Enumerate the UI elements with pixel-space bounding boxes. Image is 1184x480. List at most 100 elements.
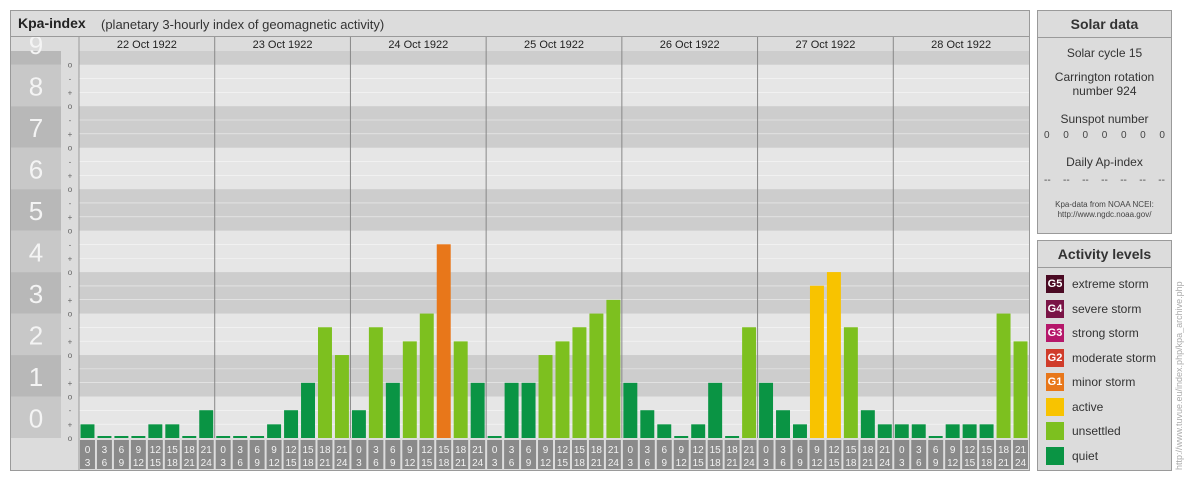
hour-start-label: 12 [285,445,297,456]
legend-item: unsettled [1046,422,1121,440]
legend-label: minor storm [1072,375,1136,389]
hour-end-label: 6 [916,458,922,469]
y-tick-label: 5 [29,196,43,226]
hour-end-label: 18 [438,458,450,469]
level-label-band [11,106,61,148]
hour-box [300,440,316,469]
hour-start-label: 18 [184,445,196,456]
hour-end-label: 3 [220,458,226,469]
hour-end-label: 9 [526,458,532,469]
hour-start-label: 15 [438,445,450,456]
hour-box [130,440,146,469]
kpa-bar [606,299,621,438]
sunspot-value: 0 [1159,130,1165,141]
hour-start-label: 0 [899,445,905,456]
ap-value: -- [1063,175,1070,186]
level-label-band [11,230,61,273]
hour-box [894,440,910,469]
hour-box [215,440,231,469]
y-tick-label: 2 [29,320,43,350]
hour-box [487,440,503,469]
hour-end-label: 12 [811,458,823,469]
kpa-bar [97,436,112,438]
hour-box [470,440,486,469]
kpa-bar [657,424,672,438]
minor-tick-mark: - [69,157,72,166]
hour-box [249,440,265,469]
hour-end-label: 21 [455,458,467,469]
legend-item: G5 extreme storm [1046,275,1149,293]
kpa-bar [80,424,95,438]
hour-box [826,440,842,469]
kpa-bar [182,436,197,438]
hour-end-label: 15 [964,458,976,469]
minor-tick-mark: o [68,144,73,153]
hour-end-label: 21 [184,458,196,469]
kpa-bar [334,355,349,438]
hour-start-label: 21 [744,445,756,456]
hour-start-label: 6 [119,445,125,456]
hour-box [1013,440,1028,469]
y-tick-label: 7 [29,113,43,143]
hour-start-label: 9 [407,445,413,456]
minor-tick-mark: - [69,406,72,415]
kpa-bar [538,355,553,438]
hour-start-label: 3 [237,445,243,456]
hour-start-label: 21 [472,445,484,456]
kpa-bar [1013,341,1028,438]
activity-levels-panel: Activity levels G5 extreme storm G4 severe … [1037,240,1172,471]
level-band [79,106,1029,148]
sunspot-value: 0 [1140,130,1146,141]
hour-box [453,440,469,469]
minor-tick-mark: + [68,254,73,263]
hour-start-label: 3 [373,445,379,456]
ap-value: -- [1044,175,1051,186]
hour-box [436,440,452,469]
hour-box [945,440,961,469]
kpa-bar [233,436,248,438]
hour-end-label: 18 [167,458,179,469]
legend-label: severe storm [1072,301,1142,316]
hour-start-label: 12 [557,445,569,456]
hour-box [368,440,384,469]
hour-box [385,440,401,469]
hour-start-label: 3 [509,445,515,456]
ap-value: -- [1158,175,1165,186]
hour-box [656,440,672,469]
kpa-bar [877,424,892,438]
hour-start-label: 3 [102,445,108,456]
hour-end-label: 9 [661,458,667,469]
hour-box [809,440,825,469]
hour-start-label: 0 [628,445,634,456]
hour-start-label: 6 [254,445,260,456]
minor-tick-mark: - [69,365,72,374]
hour-start-label: 21 [201,445,213,456]
minor-tick-mark: + [68,88,73,97]
day-label: 27 Oct 1922 [795,39,855,51]
hour-start-label: 12 [693,445,705,456]
solar-cycle: Solar cycle 15 [1066,46,1143,60]
hour-box [521,440,537,469]
kpa-bar [351,410,366,438]
minor-tick-mark: o [68,102,73,111]
ap-title: Daily Ap-index [1066,155,1143,169]
level-band [79,230,1029,273]
hour-start-label: 6 [661,445,667,456]
hour-start-label: 15 [845,445,857,456]
hour-end-label: 9 [390,458,396,469]
hour-box [588,440,604,469]
minor-tick-mark: o [68,393,73,402]
hour-start-label: 9 [543,445,549,456]
hour-start-label: 0 [356,445,362,456]
hour-box [758,440,774,469]
kpa-bar [589,313,604,438]
kpa-bar [148,424,163,438]
minor-tick-mark: o [68,227,73,236]
hour-end-label: 24 [744,458,756,469]
minor-tick-mark: o [68,61,73,70]
hour-box [775,440,791,469]
kpa-bar [284,410,299,438]
hour-start-label: 21 [879,445,891,456]
minor-tick-mark: + [68,379,73,388]
kpa-bar [826,272,841,438]
